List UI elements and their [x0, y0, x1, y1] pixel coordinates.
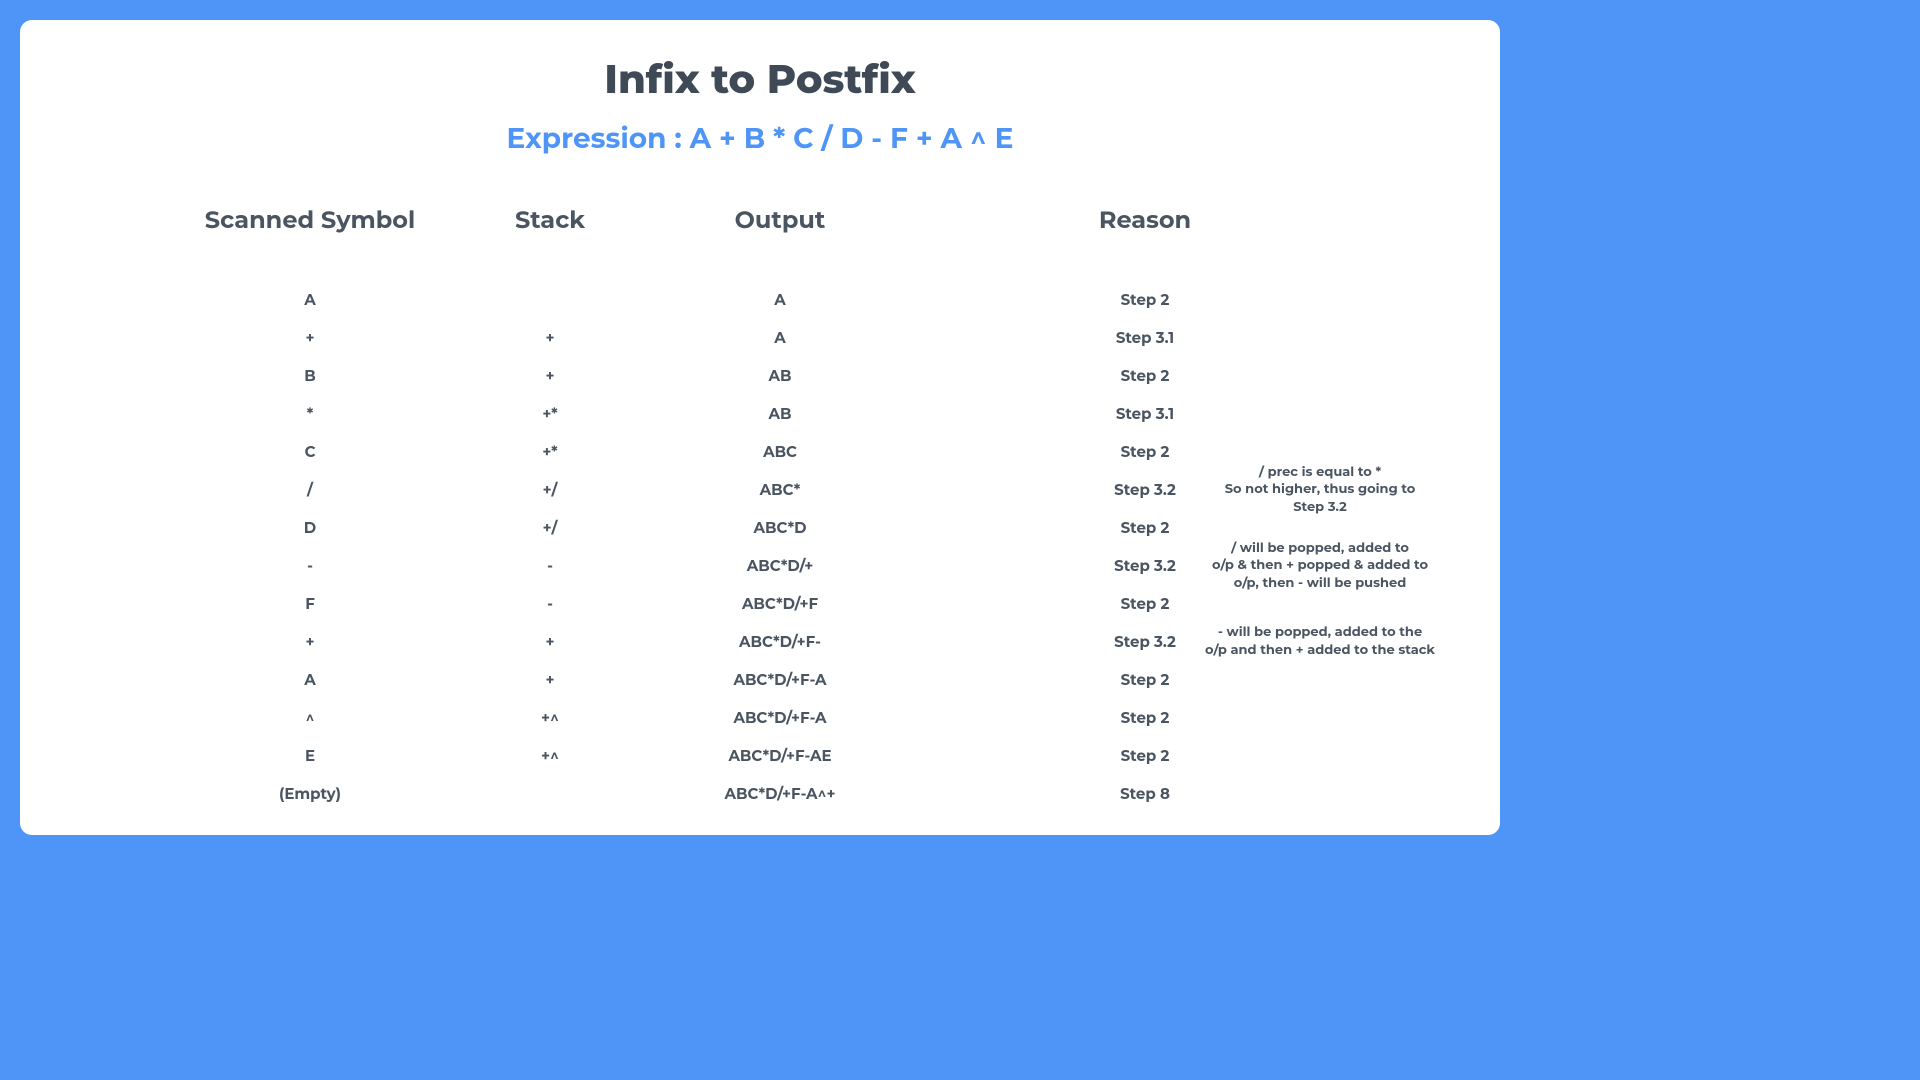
note-line: Step 3.2 — [1190, 499, 1450, 517]
cell-stack: + — [450, 632, 650, 651]
cell-reason: Step 2 — [910, 442, 1380, 461]
cell-stack: + — [450, 328, 650, 347]
cell-reason: Step 2 — [910, 366, 1380, 385]
header-scanned-symbol: Scanned Symbol — [170, 206, 450, 235]
cell-stack: + — [450, 366, 650, 385]
cell-scanned: A — [170, 290, 450, 309]
table-row: *+*ABStep 3.1 — [170, 394, 1380, 432]
note-line: / will be popped, added to — [1190, 540, 1450, 558]
cell-stack: +* — [450, 442, 650, 461]
cell-scanned: + — [170, 632, 450, 651]
cell-stack: +^ — [450, 708, 650, 727]
cell-output: ABC*D/+F — [650, 594, 910, 613]
header-reason: Reason — [910, 206, 1380, 235]
table-row: (Empty) ABC*D/+F-A^+Step 8 — [170, 774, 1380, 812]
cell-reason: Step 3.1 — [910, 404, 1380, 423]
side-note: / will be popped, added too/p & then + p… — [1190, 540, 1450, 593]
cell-reason: Step 2 — [910, 746, 1380, 765]
cell-output: AB — [650, 366, 910, 385]
table-row: ++AStep 3.1 — [170, 318, 1380, 356]
cell-scanned: * — [170, 404, 450, 423]
cell-stack: - — [450, 556, 650, 575]
cell-output: ABC*D/+F-AE — [650, 746, 910, 765]
cell-output: ABC*D/+F-A — [650, 670, 910, 689]
cell-stack: - — [450, 594, 650, 613]
table-row: ^+^ABC*D/+F-AStep 2 — [170, 698, 1380, 736]
note-line: / prec is equal to * — [1190, 464, 1450, 482]
side-note: / prec is equal to *So not higher, thus … — [1190, 464, 1450, 517]
note-line: - will be popped, added to the — [1190, 624, 1450, 642]
note-line: o/p, then - will be pushed — [1190, 575, 1450, 593]
expression-line: Expression : A + B * C / D - F + A ^ E — [70, 122, 1450, 156]
cell-scanned: ^ — [170, 708, 450, 727]
note-line: So not higher, thus going to — [1190, 481, 1450, 499]
header-output: Output — [650, 206, 910, 235]
cell-output: ABC*D/+F-A — [650, 708, 910, 727]
table-row: B+ABStep 2 — [170, 356, 1380, 394]
cell-output: AB — [650, 404, 910, 423]
cell-stack: +/ — [450, 518, 650, 537]
page-title: Infix to Postfix — [70, 55, 1450, 104]
cell-scanned: F — [170, 594, 450, 613]
side-note: - will be popped, added to theo/p and th… — [1190, 624, 1450, 659]
cell-stack: +^ — [450, 746, 650, 765]
cell-reason: Step 2 — [910, 594, 1380, 613]
cell-scanned: D — [170, 518, 450, 537]
cell-reason: Step 8 — [910, 784, 1380, 803]
table-row: AAStep 2 — [170, 280, 1380, 318]
cell-stack: +* — [450, 404, 650, 423]
cell-scanned: B — [170, 366, 450, 385]
table-row: A+ABC*D/+F-AStep 2 — [170, 660, 1380, 698]
cell-reason: Step 2 — [910, 518, 1380, 537]
cell-reason: Step 2 — [910, 708, 1380, 727]
cell-reason: Step 3.1 — [910, 328, 1380, 347]
cell-output: ABC*D/+ — [650, 556, 910, 575]
cell-scanned: C — [170, 442, 450, 461]
cell-output: A — [650, 328, 910, 347]
cell-scanned: - — [170, 556, 450, 575]
header-stack: Stack — [450, 206, 650, 235]
cell-output: ABC — [650, 442, 910, 461]
table-row: E+^ABC*D/+F-AEStep 2 — [170, 736, 1380, 774]
cell-scanned: A — [170, 670, 450, 689]
table-header-row: Scanned Symbol Stack Output Reason — [170, 206, 1380, 235]
card: Infix to Postfix Expression : A + B * C … — [20, 20, 1500, 835]
cell-output: ABC* — [650, 480, 910, 499]
cell-scanned: (Empty) — [170, 784, 450, 803]
cell-output: ABC*D/+F-A^+ — [650, 784, 910, 803]
cell-stack: +/ — [450, 480, 650, 499]
note-line: o/p & then + popped & added to — [1190, 557, 1450, 575]
cell-scanned: + — [170, 328, 450, 347]
cell-output: ABC*D — [650, 518, 910, 537]
cell-scanned: E — [170, 746, 450, 765]
note-line: o/p and then + added to the stack — [1190, 642, 1450, 660]
cell-reason: Step 2 — [910, 670, 1380, 689]
cell-output: ABC*D/+F- — [650, 632, 910, 651]
cell-scanned: / — [170, 480, 450, 499]
cell-reason: Step 2 — [910, 290, 1380, 309]
cell-stack: + — [450, 670, 650, 689]
cell-output: A — [650, 290, 910, 309]
